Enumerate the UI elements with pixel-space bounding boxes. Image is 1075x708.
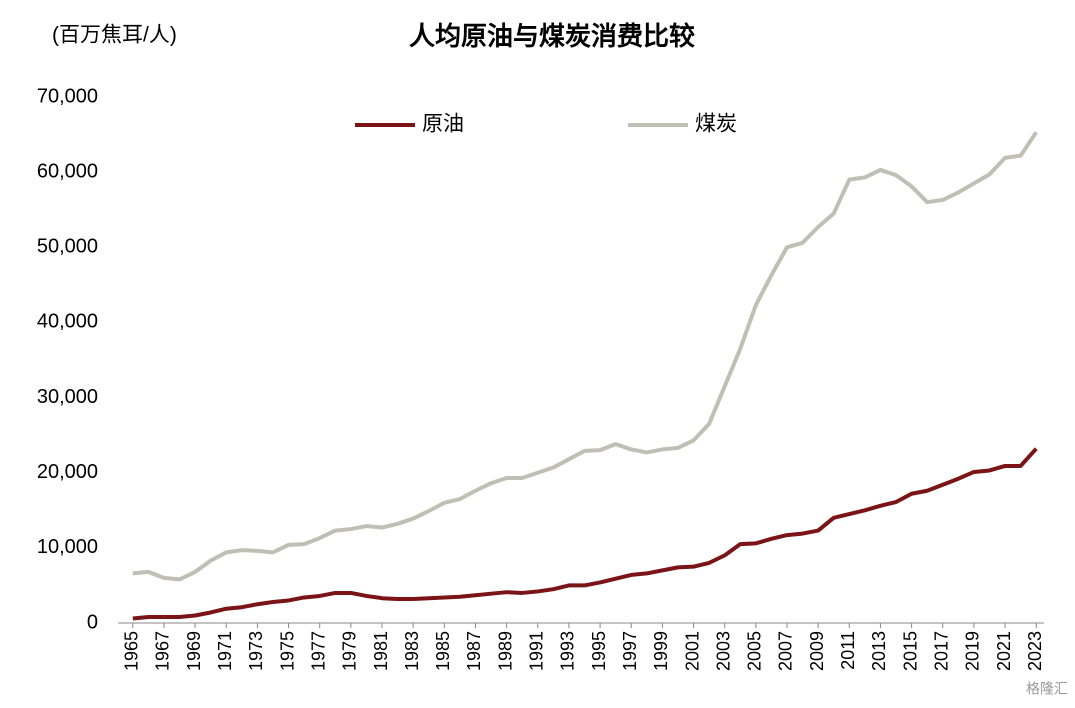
x-tick-label: 2013 [869,631,889,671]
x-tick-label: 1983 [402,631,422,671]
y-axis-label: (百万焦耳/人) [52,24,177,47]
x-tick-label: 1981 [371,631,391,671]
x-tick-label: 1967 [153,631,173,671]
x-tick-label: 2023 [1025,631,1045,671]
x-tick-label: 1999 [651,631,671,671]
legend-label: 煤炭 [695,113,737,136]
x-tick-label: 2019 [963,631,983,671]
x-tick-label: 2001 [682,631,702,671]
x-tick-label: 2011 [838,631,858,670]
x-tick-label: 2017 [932,631,952,671]
y-tick-label: 60,000 [37,160,98,182]
series-line [132,447,1038,621]
legend-label: 原油 [422,113,464,136]
x-tick-label: 1993 [558,631,578,671]
x-tick-label: 1965 [122,631,142,671]
x-tick-label: 2005 [745,631,765,671]
x-tick-label: 1979 [340,631,360,671]
x-tick-label: 1973 [246,631,266,671]
x-tick-label: 2021 [994,631,1014,671]
x-tick-label: 1971 [215,631,235,671]
x-tick-label: 2015 [900,631,920,671]
y-tick-label: 70,000 [37,85,98,107]
y-tick-label: 30,000 [37,386,98,408]
y-tick-label: 10,000 [37,536,98,558]
chart-title: 人均原油与煤炭消费比较 [409,21,695,51]
y-tick-label: 20,000 [37,461,98,483]
x-tick-label: 1997 [620,631,640,671]
x-tick-label: 2009 [807,631,827,671]
series-line [132,131,1038,582]
x-tick-label: 2003 [713,631,733,671]
x-tick-label: 1989 [495,631,515,671]
watermark: 格隆汇 [1026,681,1068,697]
x-tick-label: 1969 [184,631,204,671]
y-tick-label: 40,000 [37,311,98,333]
x-tick-label: 1987 [464,631,484,671]
y-tick-label: 0 [87,611,98,633]
y-tick-label: 50,000 [37,236,98,258]
x-tick-label: 1995 [589,631,609,671]
x-tick-label: 1985 [433,631,453,671]
x-tick-label: 1977 [308,631,328,671]
x-tick-label: 2007 [776,631,796,671]
x-tick-label: 1991 [527,631,547,671]
x-tick-label: 1975 [277,631,297,671]
